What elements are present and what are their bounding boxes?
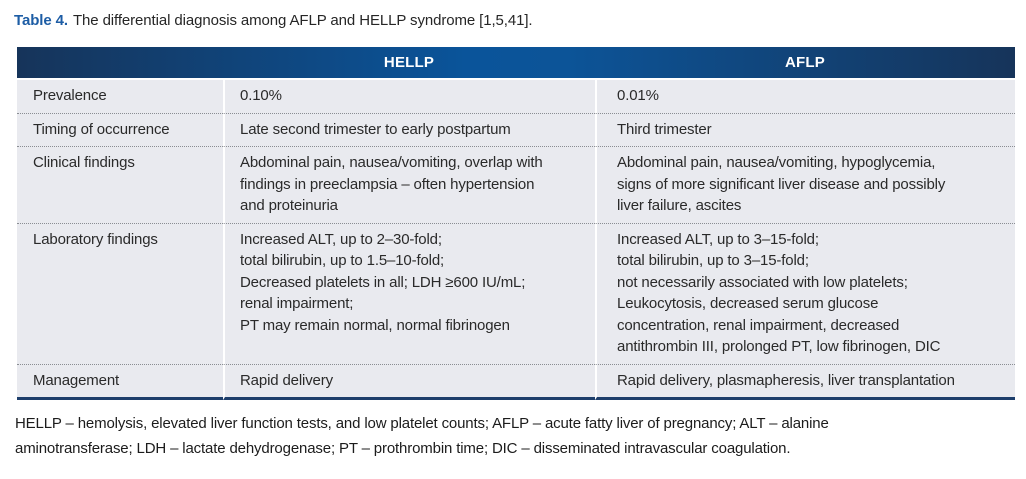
column-header-empty <box>17 47 223 80</box>
table-row-prevalence: Prevalence 0.10% 0.01% <box>17 80 1015 114</box>
cell-hellp: Increased ALT, up to 2–30-fold; total bi… <box>223 223 595 365</box>
cell-aflp: Rapid delivery, plasmapheresis, liver tr… <box>595 364 1015 400</box>
column-header-aflp: AFLP <box>595 47 1015 80</box>
cell-hellp: Rapid delivery <box>223 364 595 400</box>
table-caption-number: Table 4. <box>14 12 68 29</box>
table-row-management: Management Rapid delivery Rapid delivery… <box>17 364 1015 400</box>
column-header-hellp: HELLP <box>223 47 595 80</box>
cell-aflp: 0.01% <box>595 80 1015 114</box>
row-label: Prevalence <box>17 80 223 114</box>
differential-diagnosis-table: HELLP AFLP Prevalence 0.10% 0.01% Timing… <box>17 47 1015 400</box>
row-label: Clinical findings <box>17 147 223 224</box>
table-header: HELLP AFLP <box>17 47 1015 80</box>
table-row-timing: Timing of occurrence Late second trimest… <box>17 113 1015 147</box>
cell-aflp: Abdominal pain, nausea/vomiting, hypogly… <box>595 147 1015 224</box>
cell-hellp: Late second trimester to early postpartu… <box>223 113 595 147</box>
cell-hellp: 0.10% <box>223 80 595 114</box>
table-body: Prevalence 0.10% 0.01% Timing of occurre… <box>17 80 1015 400</box>
row-label: Laboratory findings <box>17 223 223 365</box>
row-label: Management <box>17 364 223 400</box>
cell-aflp: Increased ALT, up to 3–15-fold; total bi… <box>595 223 1015 365</box>
table-row-laboratory-findings: Laboratory findings Increased ALT, up to… <box>17 223 1015 365</box>
table-caption-text: The differential diagnosis among AFLP an… <box>72 12 533 29</box>
cell-hellp: Abdominal pain, nausea/vomiting, overlap… <box>223 147 595 224</box>
row-label: Timing of occurrence <box>17 113 223 147</box>
table-caption: Table 4. The differential diagnosis among… <box>14 11 1012 31</box>
cell-aflp: Third trimester <box>595 113 1015 147</box>
abbreviations-footnote: HELLP – hemolysis, elevated liver functi… <box>15 415 829 457</box>
table-header-row: HELLP AFLP <box>17 47 1015 80</box>
paper-page: Table 4. The differential diagnosis among… <box>14 11 1015 457</box>
table-row-clinical-findings: Clinical findings Abdominal pain, nausea… <box>17 147 1015 224</box>
